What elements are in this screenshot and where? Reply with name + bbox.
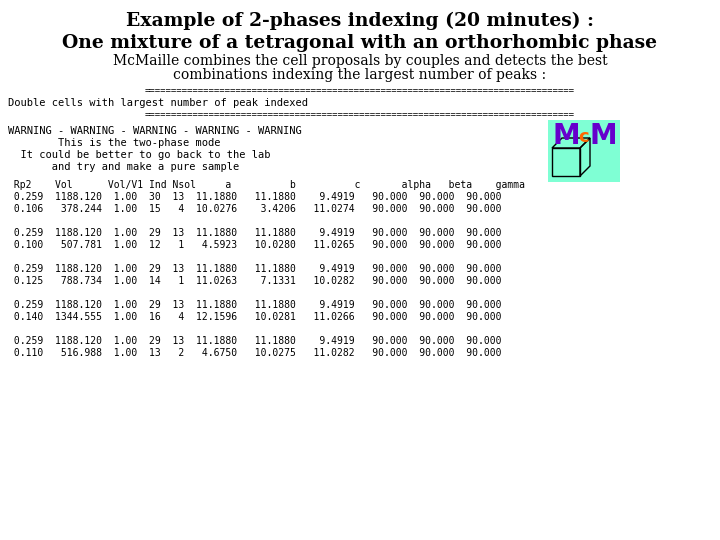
Text: Double cells with largest number of peak indexed: Double cells with largest number of peak…	[8, 98, 308, 108]
Text: combinations indexing the largest number of peaks :: combinations indexing the largest number…	[174, 68, 546, 82]
Text: 0.125   788.734  1.00  14   1  11.0263    7.1331   10.0282   90.000  90.000  90.: 0.125 788.734 1.00 14 1 11.0263 7.1331 1…	[8, 276, 502, 286]
Bar	[548, 120, 620, 182]
Text: ================================================================================: ========================================…	[145, 110, 575, 119]
Text: 0.100   507.781  1.00  12   1   4.5923   10.0280   11.0265   90.000  90.000  90.: 0.100 507.781 1.00 12 1 4.5923 10.0280 1…	[8, 240, 502, 250]
Text: McMaille combines the cell proposals by couples and detects the best: McMaille combines the cell proposals by …	[113, 54, 607, 68]
Text: 0.259  1188.120  1.00  29  13  11.1880   11.1880    9.4919   90.000  90.000  90.: 0.259 1188.120 1.00 29 13 11.1880 11.188…	[8, 336, 502, 346]
Text: 0.259  1188.120  1.00  30  13  11.1880   11.1880    9.4919   90.000  90.000  90.: 0.259 1188.120 1.00 30 13 11.1880 11.188…	[8, 192, 502, 202]
Text: WARNING - WARNING - WARNING - WARNING - WARNING: WARNING - WARNING - WARNING - WARNING - …	[8, 126, 302, 136]
Text: ================================================================================: ========================================…	[145, 86, 575, 95]
Text: 0.259  1188.120  1.00  29  13  11.1880   11.1880    9.4919   90.000  90.000  90.: 0.259 1188.120 1.00 29 13 11.1880 11.188…	[8, 300, 502, 310]
Text: This is the two-phase mode: This is the two-phase mode	[8, 138, 220, 148]
Text: 0.106   378.244  1.00  15   4  10.0276    3.4206   11.0274   90.000  90.000  90.: 0.106 378.244 1.00 15 4 10.0276 3.4206 1…	[8, 204, 502, 214]
Text: c: c	[579, 128, 589, 146]
Text: and try and make a pure sample: and try and make a pure sample	[8, 162, 239, 172]
Text: Example of 2-phases indexing (20 minutes) :: Example of 2-phases indexing (20 minutes…	[126, 12, 594, 30]
Text: It could be better to go back to the lab: It could be better to go back to the lab	[8, 150, 271, 160]
Text: One mixture of a tetragonal with an orthorhombic phase: One mixture of a tetragonal with an orth…	[63, 34, 657, 52]
Text: M: M	[589, 122, 617, 150]
Text: M: M	[552, 122, 580, 150]
Text: 0.140  1344.555  1.00  16   4  12.1596   10.0281   11.0266   90.000  90.000  90.: 0.140 1344.555 1.00 16 4 12.1596 10.0281…	[8, 312, 502, 322]
Text: 0.259  1188.120  1.00  29  13  11.1880   11.1880    9.4919   90.000  90.000  90.: 0.259 1188.120 1.00 29 13 11.1880 11.188…	[8, 264, 502, 274]
Text: Rp2    Vol      Vol/V1 Ind Nsol     a          b          c       alpha   beta  : Rp2 Vol Vol/V1 Ind Nsol a b c alpha beta	[8, 180, 525, 190]
Text: 0.259  1188.120  1.00  29  13  11.1880   11.1880    9.4919   90.000  90.000  90.: 0.259 1188.120 1.00 29 13 11.1880 11.188…	[8, 228, 502, 238]
Text: 0.110   516.988  1.00  13   2   4.6750   10.0275   11.0282   90.000  90.000  90.: 0.110 516.988 1.00 13 2 4.6750 10.0275 1…	[8, 348, 502, 358]
